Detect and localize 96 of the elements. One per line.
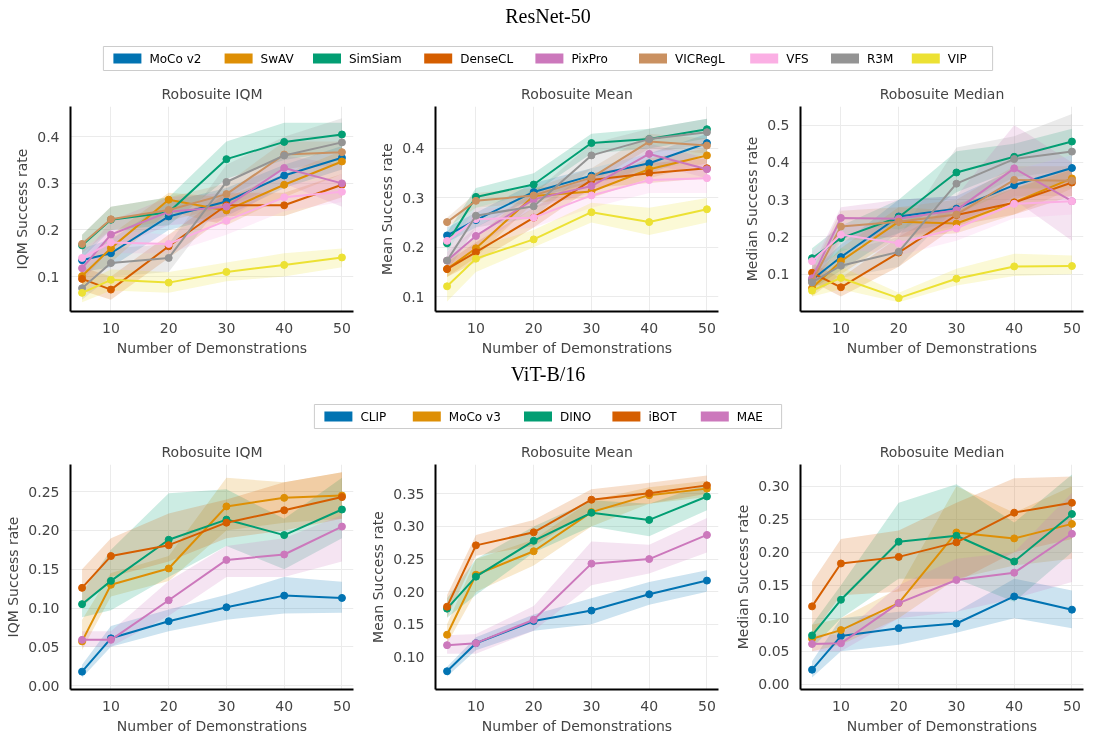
x-axis-title: Number of Demonstrations (846, 339, 1038, 356)
y-tick-label: 0.20 (28, 522, 60, 539)
x-tick-label: 40 (275, 319, 294, 336)
x-tick-label: 40 (640, 319, 659, 336)
y-tick-label: 0.15 (393, 616, 425, 633)
y-axis-title: Median Success rate (744, 136, 761, 282)
chart-title: Robosuite Median (879, 85, 1005, 102)
y-tick-label: 0.25 (28, 483, 60, 500)
y-axis-title: IQM Success rate (5, 516, 22, 638)
x-tick-label: 50 (333, 319, 351, 336)
y-tick-label: 0.2 (37, 221, 60, 238)
y-tick-label: 0.20 (758, 544, 790, 561)
x-tick-label: 20 (889, 697, 908, 714)
y-tick-label: 0.00 (758, 676, 790, 693)
chart-title: Robosuite Median (879, 443, 1005, 460)
x-tick-label: 40 (1005, 319, 1024, 336)
legend-label: CLIP (360, 409, 387, 424)
x-tick-label: 50 (333, 697, 351, 714)
y-tick-label: 0.1 (37, 268, 60, 285)
x-tick-label: 10 (467, 319, 485, 336)
y-tick-label: 0.4 (402, 140, 425, 157)
y-tick-label: 0.05 (758, 643, 790, 660)
y-tick-label: 0.35 (393, 485, 425, 502)
legend-label: VIP (947, 51, 967, 66)
chart-title: Robosuite IQM (161, 85, 263, 102)
x-tick-label: 40 (1005, 697, 1024, 714)
legend-label: MoCo v2 (149, 51, 202, 66)
y-tick-label: 0.2 (767, 228, 790, 245)
x-tick-label: 30 (947, 319, 966, 336)
legend-label: DINO (560, 409, 592, 424)
x-axis-title: Number of Demonstrations (481, 717, 673, 734)
y-tick-label: 0.15 (28, 561, 60, 578)
y-tick-label: 0.25 (393, 551, 425, 568)
x-tick-label: 20 (159, 697, 178, 714)
y-tick-label: 0.00 (28, 677, 60, 694)
y-tick-label: 0.30 (758, 478, 790, 495)
x-tick-label: 20 (524, 697, 543, 714)
y-tick-label: 0.2 (402, 239, 425, 256)
legend-title: ViT-B/16 (510, 362, 586, 385)
y-tick-label: 0.05 (28, 638, 60, 655)
x-axis-title: Number of Demonstrations (481, 339, 673, 356)
x-tick-label: 10 (467, 697, 485, 714)
x-tick-label: 50 (1063, 319, 1081, 336)
legend-label: SimSiam (349, 51, 402, 66)
x-tick-label: 30 (947, 697, 966, 714)
legend-label: SwAV (260, 51, 295, 66)
y-tick-label: 0.3 (402, 189, 425, 206)
x-tick-label: 10 (832, 319, 850, 336)
legend-title: ResNet-50 (505, 4, 591, 27)
x-tick-label: 30 (582, 319, 601, 336)
y-tick-label: 0.3 (767, 191, 790, 208)
x-axis-title: Number of Demonstrations (116, 339, 308, 356)
legend-label: VFS (786, 51, 809, 66)
legend-label: MoCo v3 (448, 409, 501, 424)
y-tick-label: 0.30 (393, 518, 425, 535)
legend-label: VICRegL (675, 51, 725, 66)
y-tick-label: 0.25 (758, 511, 790, 528)
chart-title: Robosuite Mean (521, 85, 633, 102)
y-tick-label: 0.4 (37, 128, 60, 145)
chart-title: Robosuite Mean (521, 443, 633, 460)
legend-label: DenseCL (460, 51, 514, 66)
x-tick-label: 50 (698, 697, 716, 714)
y-tick-label: 0.10 (28, 600, 60, 617)
x-axis-title: Number of Demonstrations (116, 717, 308, 734)
x-tick-label: 20 (889, 319, 908, 336)
x-tick-label: 50 (1063, 697, 1081, 714)
y-axis-title: Mean Success rate (379, 143, 396, 275)
x-tick-label: 10 (102, 697, 120, 714)
y-tick-label: 0.3 (37, 175, 60, 192)
x-tick-label: 20 (524, 319, 543, 336)
x-tick-label: 50 (698, 319, 716, 336)
x-axis-title: Number of Demonstrations (846, 717, 1038, 734)
y-tick-label: 0.4 (767, 154, 790, 171)
y-tick-label: 0.1 (767, 266, 790, 283)
legend-label: iBOT (648, 409, 678, 424)
y-tick-label: 0.5 (767, 117, 790, 134)
y-tick-label: 0.10 (393, 648, 425, 665)
x-tick-label: 40 (640, 697, 659, 714)
y-axis-title: Median Success rate (735, 504, 752, 650)
legend-label: PixPro (571, 51, 608, 66)
y-tick-label: 0.20 (393, 583, 425, 600)
x-tick-label: 30 (582, 697, 601, 714)
legend-label: R3M (867, 51, 894, 66)
x-tick-label: 30 (217, 697, 236, 714)
y-tick-label: 0.10 (758, 610, 790, 627)
y-axis-title: Mean Success rate (370, 511, 387, 643)
legend-label: MAE (736, 409, 763, 424)
x-tick-label: 10 (102, 319, 120, 336)
x-tick-label: 10 (832, 697, 850, 714)
y-tick-label: 0.15 (758, 577, 790, 594)
y-tick-label: 0.1 (402, 288, 425, 305)
x-tick-label: 20 (159, 319, 178, 336)
x-tick-label: 40 (275, 697, 294, 714)
chart-title: Robosuite IQM (161, 443, 263, 460)
x-tick-label: 30 (217, 319, 236, 336)
y-axis-title: IQM Success rate (14, 148, 31, 270)
